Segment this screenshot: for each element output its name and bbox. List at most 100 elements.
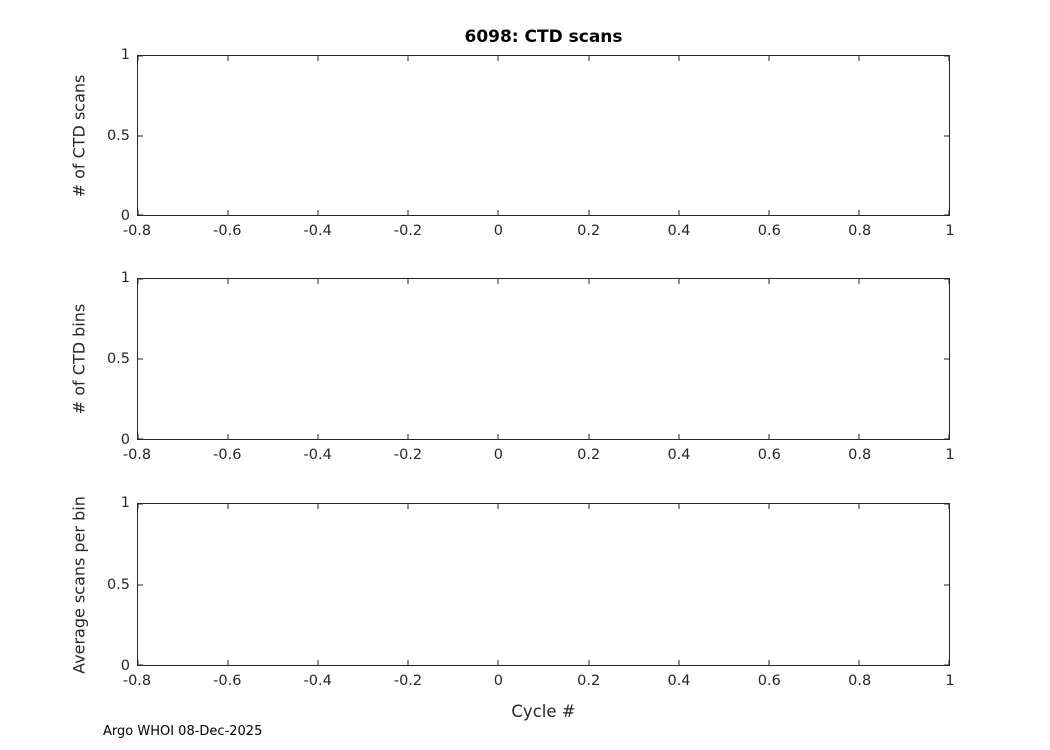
y-tick-label: 0 xyxy=(120,658,130,674)
x-tick-label: 0 xyxy=(493,673,503,689)
y-tick-labels: 0 0.5 1 xyxy=(60,47,130,224)
x-tick-mark xyxy=(948,434,950,439)
y-tick-label: 0.5 xyxy=(106,351,130,367)
x-tick-mark xyxy=(407,660,409,665)
x-tick-labels: -0.8 -0.6 -0.4 -0.2 0 0.2 0.4 0.6 0.8 1 xyxy=(123,666,955,690)
x-tick-mark xyxy=(858,434,860,439)
subplot-num-ctd-bins: # of CTD bins 0 0.5 1 -0.8 -0.6 -0.4 -0.2 0 0.2… xyxy=(0,270,1050,463)
x-tick-mark xyxy=(137,56,139,61)
plot-area xyxy=(137,278,950,440)
x-tick-mark xyxy=(588,434,590,439)
x-tick-mark xyxy=(678,279,680,284)
x-tick-mark xyxy=(588,279,590,284)
x-tick-mark xyxy=(768,660,770,665)
x-tick-label: 0.2 xyxy=(577,673,601,689)
x-tick-label: -0.2 xyxy=(393,223,423,239)
x-tick-mark xyxy=(588,504,590,509)
x-tick-mark xyxy=(858,210,860,215)
x-tick-mark xyxy=(227,660,229,665)
x-tick-label: 0.4 xyxy=(667,223,691,239)
x-tick-mark xyxy=(768,56,770,61)
y-tick-mark xyxy=(138,55,143,57)
subplot-num-ctd-scans: # of CTD scans 0 0.5 1 -0.8 -0.6 -0.4 -0.2 0 0.… xyxy=(0,47,1050,239)
y-tick-label: 0.5 xyxy=(106,576,130,593)
x-tick-label: 0.6 xyxy=(757,447,781,463)
x-tick-label: 1 xyxy=(945,447,955,463)
y-tick-mark xyxy=(138,135,143,136)
x-tick-label: -0.6 xyxy=(213,223,242,239)
x-tick-label: 0.8 xyxy=(848,447,872,463)
x-tick-label: 0 xyxy=(493,447,503,463)
x-tick-mark xyxy=(317,210,319,215)
x-tick-label: 0.8 xyxy=(848,673,872,689)
y-tick-mark xyxy=(944,214,949,216)
x-tick-label: 0 xyxy=(493,223,503,239)
subplot-average-scans-per-bin: Average scans per bin 0 0.5 1 -0.8 -0.6 -0.4… xyxy=(0,495,1050,689)
x-tick-mark xyxy=(227,56,229,61)
x-tick-label: 1 xyxy=(945,673,955,689)
x-tick-mark xyxy=(317,279,319,284)
y-tick-mark xyxy=(944,55,949,57)
x-tick-mark xyxy=(407,279,409,284)
y-tick-labels: 0 0.5 1 xyxy=(60,495,130,674)
x-tick-label: -0.6 xyxy=(213,673,242,689)
x-tick-mark xyxy=(678,434,680,439)
x-tick-mark xyxy=(497,660,499,665)
y-tick-label: 0 xyxy=(120,432,130,448)
x-tick-mark xyxy=(588,56,590,61)
y-tick-mark xyxy=(944,278,949,280)
y-tick-label: 0 xyxy=(120,208,130,224)
x-tick-mark xyxy=(497,504,499,509)
x-tick-mark xyxy=(768,504,770,509)
x-tick-label: -0.8 xyxy=(122,673,152,689)
y-tick-mark xyxy=(138,664,143,666)
x-tick-labels: -0.8 -0.6 -0.4 -0.2 0 0.2 0.4 0.6 0.8 1 xyxy=(123,216,955,240)
footer-annotation: Argo WHOI 08-Dec-2025 xyxy=(103,724,263,739)
x-tick-label: -0.6 xyxy=(213,447,242,463)
y-tick-mark xyxy=(138,214,143,216)
x-tick-label: -0.2 xyxy=(393,447,423,463)
x-tick-mark xyxy=(137,434,139,439)
y-tick-mark xyxy=(138,358,143,360)
y-tick-mark xyxy=(944,358,949,360)
y-tick-mark xyxy=(138,438,143,440)
plot-area xyxy=(137,55,950,216)
figure-title: 6098: CTD scans xyxy=(464,27,623,47)
x-tick-mark xyxy=(768,210,770,215)
x-tick-mark xyxy=(407,56,409,61)
x-tick-mark xyxy=(768,434,770,439)
x-tick-mark xyxy=(948,279,950,284)
y-tick-mark xyxy=(944,135,949,136)
x-tick-mark xyxy=(588,660,590,665)
x-tick-label: -0.8 xyxy=(122,223,152,239)
y-tick-label: 1 xyxy=(120,495,130,511)
x-tick-mark xyxy=(948,56,950,61)
x-tick-mark xyxy=(407,434,409,439)
x-tick-mark xyxy=(948,210,950,215)
x-tick-mark xyxy=(678,210,680,215)
x-tick-mark xyxy=(137,279,139,284)
x-tick-label: -0.2 xyxy=(393,673,423,689)
x-tick-mark xyxy=(317,56,319,61)
x-tick-label: 1 xyxy=(945,223,955,239)
x-tick-mark xyxy=(678,504,680,509)
x-tick-labels: -0.8 -0.6 -0.4 -0.2 0 0.2 0.4 0.6 0.8 1 xyxy=(123,440,955,464)
x-tick-mark xyxy=(407,504,409,509)
x-axis-label: Cycle # xyxy=(511,702,576,721)
x-tick-mark xyxy=(317,504,319,509)
x-tick-mark xyxy=(137,504,139,509)
y-tick-mark xyxy=(138,584,143,585)
y-tick-mark xyxy=(944,503,949,505)
y-tick-label: 1 xyxy=(120,47,130,63)
x-tick-label: -0.4 xyxy=(303,223,332,239)
plot-area xyxy=(137,503,950,666)
x-tick-mark xyxy=(948,504,950,509)
x-tick-label: 0.2 xyxy=(577,447,601,463)
x-tick-mark xyxy=(407,210,409,215)
y-tick-mark xyxy=(138,278,143,280)
x-tick-mark xyxy=(588,210,590,215)
x-tick-label: 0.6 xyxy=(757,223,781,239)
x-tick-mark xyxy=(227,504,229,509)
x-tick-mark xyxy=(137,210,139,215)
